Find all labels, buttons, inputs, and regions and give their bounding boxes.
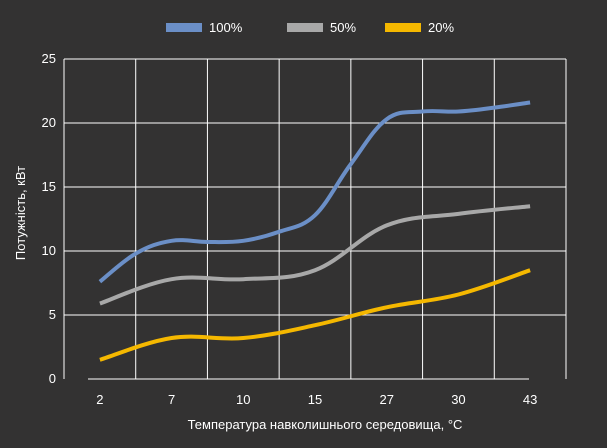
series-line-1: [98, 100, 531, 284]
y-tick-label: 15: [42, 179, 56, 194]
x-tick-label: 27: [379, 392, 393, 407]
x-tick-label: 10: [236, 392, 250, 407]
series-line-2: [99, 204, 531, 306]
y-tick-label: 20: [42, 115, 56, 130]
series-line-3: [99, 268, 531, 362]
y-tick-label: 0: [49, 371, 56, 386]
x-tick-label: 15: [308, 392, 322, 407]
legend-label-3: 20%: [428, 20, 454, 35]
y-tick-label: 5: [49, 307, 56, 322]
x-axis-title: Температура навколишнього середовища, °C: [188, 417, 463, 432]
y-axis-ticks: 0 5 10 15 20 25: [42, 51, 56, 386]
x-tick-label: 2: [96, 392, 103, 407]
y-tick-label: 25: [42, 51, 56, 66]
y-tick-label: 10: [42, 243, 56, 258]
legend-swatch-2: [287, 23, 323, 32]
legend-label-2: 50%: [330, 20, 356, 35]
x-axis-ticks: 2 7 10 15 27 30 43: [96, 392, 537, 407]
x-tick-label: 43: [523, 392, 537, 407]
series-lines: [98, 100, 531, 362]
legend-swatch-3: [385, 23, 421, 32]
legend-swatch-1: [166, 23, 202, 32]
legend-label-1: 100%: [209, 20, 243, 35]
x-tick-label: 30: [451, 392, 465, 407]
legend: 100% 50% 20%: [166, 20, 454, 35]
x-tick-label: 7: [168, 392, 175, 407]
y-axis-title: Потужність, кВт: [13, 166, 28, 260]
